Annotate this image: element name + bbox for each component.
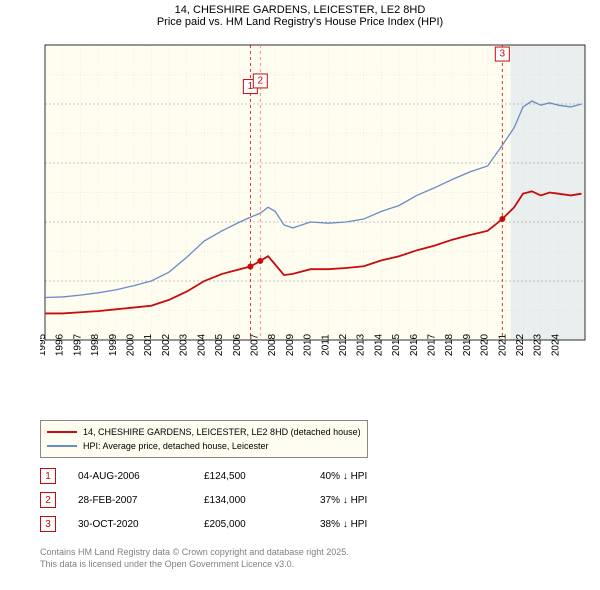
sales-row: 3 30-OCT-2020 £205,000 38% ↓ HPI bbox=[40, 512, 420, 536]
legend-label: HPI: Average price, detached house, Leic… bbox=[83, 439, 268, 453]
svg-text:2006: 2006 bbox=[232, 333, 243, 356]
svg-text:2001: 2001 bbox=[143, 333, 154, 356]
footer-line-1: Contains HM Land Registry data © Crown c… bbox=[40, 546, 349, 558]
svg-text:2007: 2007 bbox=[249, 333, 260, 356]
svg-text:2008: 2008 bbox=[267, 333, 278, 356]
svg-text:2013: 2013 bbox=[356, 333, 367, 356]
svg-text:1: 1 bbox=[248, 81, 254, 92]
sales-diff: 40% ↓ HPI bbox=[320, 471, 420, 482]
legend-swatch-blue bbox=[47, 445, 77, 447]
svg-text:2014: 2014 bbox=[373, 333, 384, 356]
chart-svg: £0£50K£100K£150K£200K£250K£300K£350K£400… bbox=[40, 40, 590, 380]
sales-idx-box: 1 bbox=[40, 468, 56, 484]
legend-label: 14, CHESHIRE GARDENS, LEICESTER, LE2 8HD… bbox=[83, 425, 361, 439]
sales-date: 30-OCT-2020 bbox=[62, 519, 198, 530]
svg-text:2: 2 bbox=[258, 75, 264, 86]
sales-row: 2 28-FEB-2007 £134,000 37% ↓ HPI bbox=[40, 488, 420, 512]
svg-text:2024: 2024 bbox=[550, 333, 561, 356]
chart-title: 14, CHESHIRE GARDENS, LEICESTER, LE2 8HD… bbox=[0, 0, 600, 28]
sales-price: £124,500 bbox=[204, 471, 314, 482]
sales-row: 1 04-AUG-2006 £124,500 40% ↓ HPI bbox=[40, 464, 420, 488]
sales-idx-box: 3 bbox=[40, 516, 56, 532]
svg-text:2019: 2019 bbox=[462, 333, 473, 356]
sales-date: 04-AUG-2006 bbox=[62, 471, 198, 482]
svg-text:1996: 1996 bbox=[55, 333, 66, 356]
svg-text:2003: 2003 bbox=[179, 333, 190, 356]
svg-text:1999: 1999 bbox=[108, 333, 119, 356]
sales-price: £205,000 bbox=[204, 519, 314, 530]
sales-price: £134,000 bbox=[204, 495, 314, 506]
title-line-2: Price paid vs. HM Land Registry's House … bbox=[0, 16, 600, 28]
svg-text:2010: 2010 bbox=[303, 333, 314, 356]
svg-text:1998: 1998 bbox=[90, 333, 101, 356]
svg-text:1995: 1995 bbox=[40, 333, 48, 356]
svg-text:2009: 2009 bbox=[285, 333, 296, 356]
svg-text:2018: 2018 bbox=[444, 333, 455, 356]
legend-row: HPI: Average price, detached house, Leic… bbox=[47, 439, 361, 453]
svg-text:2017: 2017 bbox=[427, 333, 438, 356]
svg-text:2021: 2021 bbox=[497, 333, 508, 356]
svg-text:2002: 2002 bbox=[161, 333, 172, 356]
svg-text:2012: 2012 bbox=[338, 333, 349, 356]
sales-table: 1 04-AUG-2006 £124,500 40% ↓ HPI 2 28-FE… bbox=[40, 464, 420, 536]
svg-text:2004: 2004 bbox=[196, 333, 207, 356]
svg-text:1997: 1997 bbox=[72, 333, 83, 356]
sales-date: 28-FEB-2007 bbox=[62, 495, 198, 506]
title-line-1: 14, CHESHIRE GARDENS, LEICESTER, LE2 8HD bbox=[0, 4, 600, 16]
footer-attribution: Contains HM Land Registry data © Crown c… bbox=[40, 546, 349, 570]
chart-container: 14, CHESHIRE GARDENS, LEICESTER, LE2 8HD… bbox=[0, 0, 600, 590]
sales-diff: 38% ↓ HPI bbox=[320, 519, 420, 530]
svg-text:2015: 2015 bbox=[391, 333, 402, 356]
svg-text:2022: 2022 bbox=[515, 333, 526, 356]
svg-text:3: 3 bbox=[500, 49, 506, 60]
sales-idx-box: 2 bbox=[40, 492, 56, 508]
svg-text:2000: 2000 bbox=[126, 333, 137, 356]
svg-text:2016: 2016 bbox=[409, 333, 420, 356]
legend-box: 14, CHESHIRE GARDENS, LEICESTER, LE2 8HD… bbox=[40, 420, 368, 458]
footer-line-2: This data is licensed under the Open Gov… bbox=[40, 558, 349, 570]
svg-text:2023: 2023 bbox=[533, 333, 544, 356]
svg-text:2020: 2020 bbox=[480, 333, 491, 356]
svg-text:2005: 2005 bbox=[214, 333, 225, 356]
svg-text:2011: 2011 bbox=[320, 334, 331, 356]
legend-row: 14, CHESHIRE GARDENS, LEICESTER, LE2 8HD… bbox=[47, 425, 361, 439]
legend-swatch-red bbox=[47, 431, 77, 433]
sales-diff: 37% ↓ HPI bbox=[320, 495, 420, 506]
